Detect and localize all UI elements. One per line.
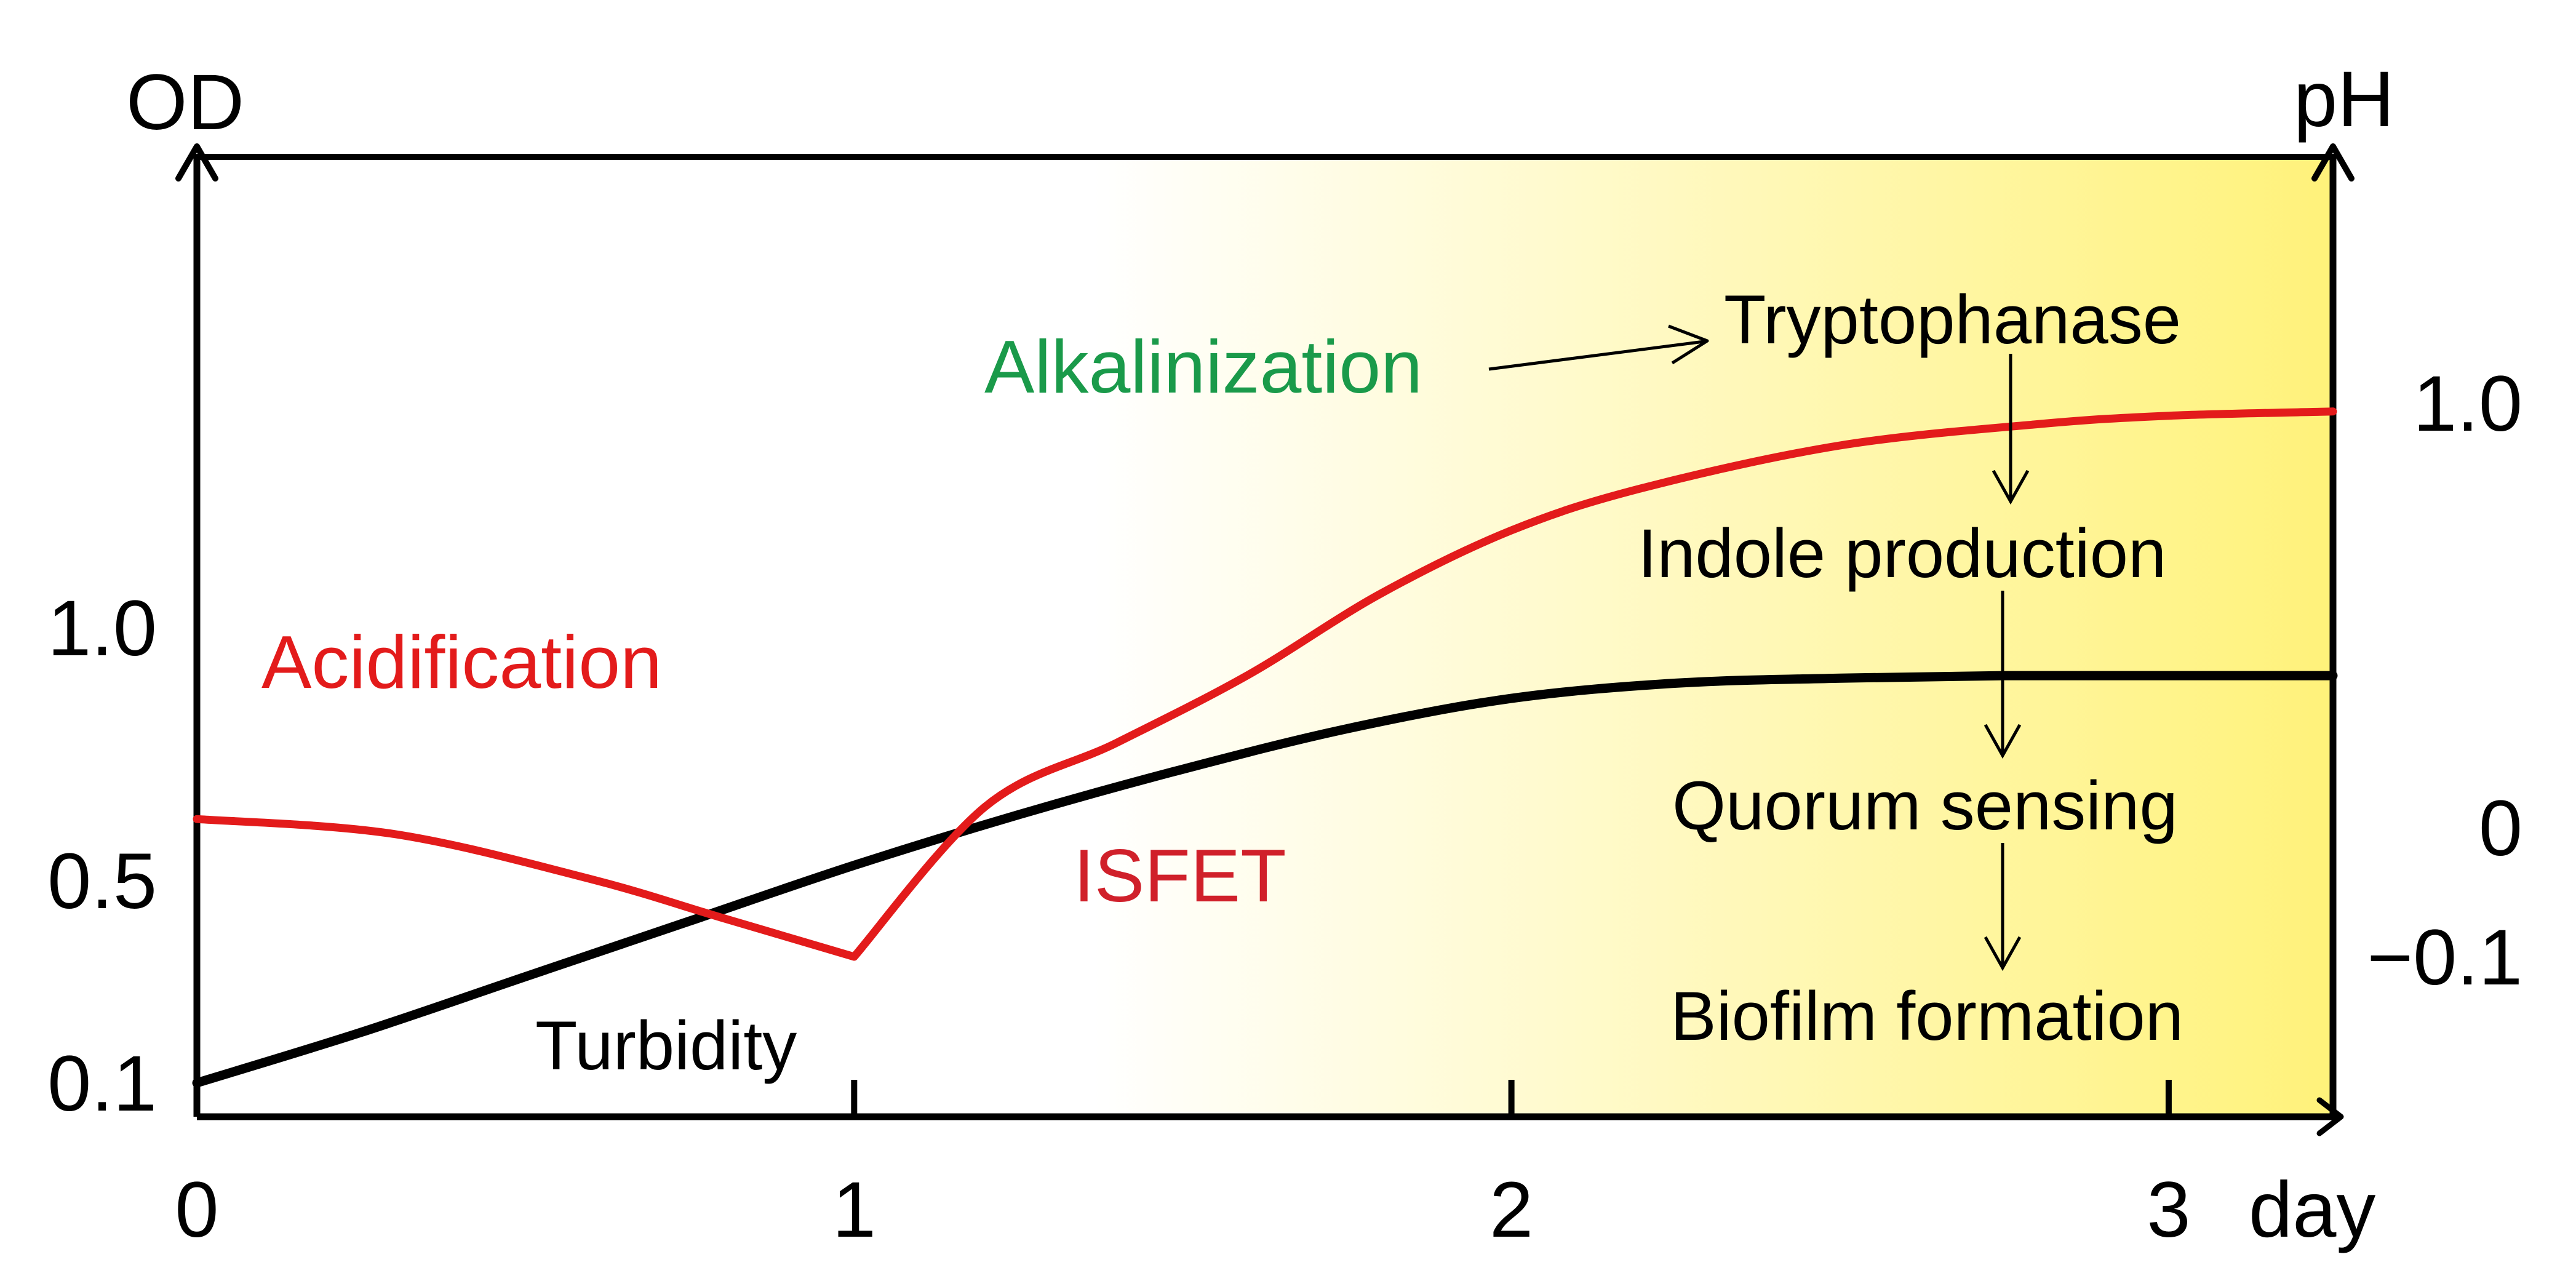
alkalinization-arrowhead: [1668, 324, 1709, 365]
x-tick-label: 0: [175, 1166, 218, 1254]
isfet-label: ISFET: [1074, 834, 1286, 917]
series-layer: [192, 407, 2338, 1088]
y-right-tick-label: −0.1: [2367, 914, 2522, 1002]
y-right-tick-label: 1.0: [2413, 360, 2522, 448]
right-axis-title: pH: [2294, 55, 2395, 143]
alkalinization-arrow: [1488, 340, 1705, 371]
turbidity-label: Turbidity: [535, 1007, 797, 1084]
right-axis-arrowhead: [2311, 143, 2355, 182]
left-axis-title: OD: [126, 58, 244, 146]
x-ticks: 0 1 2 3: [175, 1080, 2191, 1254]
y-right-tick-label: 0: [2479, 784, 2522, 872]
pathway-step-biofilm: Biofilm formation: [1670, 978, 2183, 1055]
y-left-tick-label: 0.1: [47, 1040, 157, 1128]
y-right-ticks: 1.0 0 −0.1: [2367, 360, 2522, 1002]
acidification-label: Acidification: [261, 620, 662, 704]
y-left-ticks: 1.0 0.5 0.1: [47, 585, 157, 1128]
x-tick-label: 1: [832, 1166, 876, 1254]
pathway-step-tryptophanase: Tryptophanase: [1724, 281, 2181, 358]
y-left-tick-label: 0.5: [47, 837, 157, 925]
series-line-turbidity: [192, 671, 2338, 1088]
pathway-arrow-2: [1984, 591, 2022, 759]
pathway-arrow-3: [1984, 843, 2022, 972]
alkalinization-label: Alkalinization: [984, 325, 1422, 409]
x-tick-label: 2: [1489, 1166, 1533, 1254]
pathway-arrow-1: [1992, 354, 2030, 505]
y-left-tick-label: 1.0: [47, 585, 157, 672]
x-axis-arrowhead: [2316, 1097, 2344, 1136]
pathway-step-quorum: Quorum sensing: [1672, 767, 2178, 844]
series-line-isfet: [193, 407, 2337, 961]
x-unit-label: day: [2249, 1166, 2375, 1254]
x-tick-label: 3: [2147, 1166, 2190, 1254]
left-axis-arrowhead: [175, 143, 218, 182]
pathway-step-indole: Indole production: [1638, 515, 2166, 592]
plot-background: [197, 157, 2333, 1117]
